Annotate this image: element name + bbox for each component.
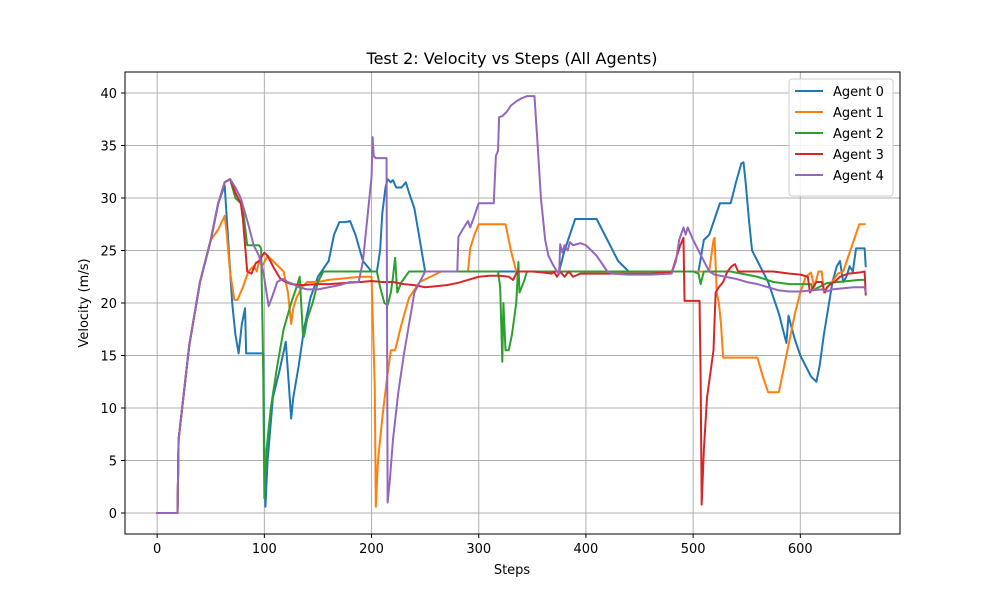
x-tick-label: 200 (359, 542, 384, 557)
x-tick-label: 400 (574, 542, 599, 557)
y-tick-label: 40 (100, 87, 117, 102)
x-tick-label: 500 (681, 542, 706, 557)
chart-title: Test 2: Velocity vs Steps (All Agents) (366, 49, 658, 68)
series-line-agent-3 (156, 178, 867, 514)
y-axis-label: Velocity (m/s) (77, 258, 92, 347)
legend-box (788, 78, 894, 197)
series-lines (156, 95, 867, 514)
plot-frame (124, 71, 901, 535)
y-tick-label: 15 (100, 350, 117, 365)
x-tick-label: 100 (252, 542, 277, 557)
legend-label: Agent 4 (833, 169, 884, 184)
y-tick-label: 0 (109, 507, 117, 522)
legend-label: Agent 2 (833, 127, 884, 142)
y-tick-label: 5 (109, 455, 117, 470)
axis-ticks: 0 100 200 300 400 500 600 0 5 10 15 20 25 30 35 40 (100, 87, 812, 557)
y-tick-label: 35 (100, 140, 117, 155)
series-line-agent-2 (156, 178, 866, 514)
x-tick-label: 0 (153, 542, 161, 557)
series-line-agent-4 (156, 95, 867, 514)
x-tick-label: 300 (466, 542, 491, 557)
y-tick-label: 20 (100, 297, 117, 312)
x-axis-label: Steps (494, 563, 531, 578)
y-tick-label: 30 (100, 192, 117, 207)
legend-label: Agent 1 (833, 106, 884, 121)
legend-label: Agent 3 (833, 148, 884, 163)
y-tick-label: 10 (100, 402, 117, 417)
legend: Agent 0 Agent 1 Agent 2 Agent 3 Agent 4 (788, 78, 894, 197)
legend-label: Agent 0 (833, 85, 884, 100)
x-tick-label: 600 (788, 542, 813, 557)
y-tick-label: 25 (100, 245, 117, 260)
